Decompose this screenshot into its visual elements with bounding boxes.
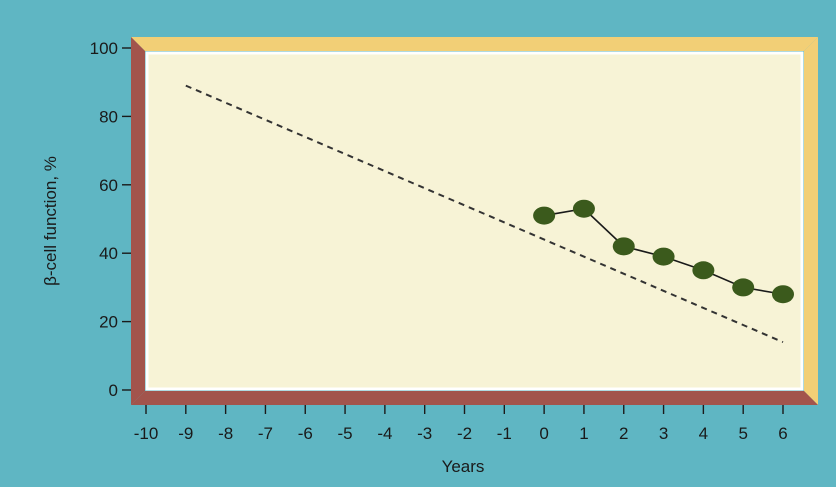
- x-tick-label: -1: [497, 424, 512, 443]
- data-point-marker: [572, 199, 595, 218]
- data-point-marker: [652, 247, 675, 266]
- y-tick-label: 100: [90, 39, 118, 58]
- frame-top-bevel: [131, 37, 818, 51]
- x-tick-label: -9: [178, 424, 193, 443]
- x-tick-label: 2: [619, 424, 628, 443]
- x-tick-label: -4: [377, 424, 392, 443]
- y-tick-label: 40: [99, 244, 118, 263]
- y-axis-title: β-cell function, %: [41, 156, 60, 286]
- y-axis: 0 20 40 60 80 100: [90, 39, 131, 400]
- x-tick-label: -3: [417, 424, 432, 443]
- x-axis: -10 -9 -8 -7 -6 -5 -4 -3 -2 -1 0 1 2 3 4 5 6: [134, 405, 788, 443]
- data-point-marker: [612, 237, 635, 256]
- y-tick-label: 80: [99, 107, 118, 126]
- x-tick-label: -6: [298, 424, 313, 443]
- data-point-marker: [533, 206, 556, 225]
- y-tick-label: 60: [99, 176, 118, 195]
- frame-bottom-bevel: [131, 391, 818, 405]
- series-line-dashed: [185, 84, 784, 344]
- series-layer: [185, 84, 794, 344]
- x-tick-label: 1: [579, 424, 588, 443]
- x-tick-label: 0: [539, 424, 548, 443]
- frame-right-bevel: [804, 37, 818, 405]
- x-tick-label: -2: [457, 424, 472, 443]
- frame-left-bevel: [131, 37, 145, 405]
- x-tick-label: 3: [659, 424, 668, 443]
- x-tick-label: -5: [338, 424, 353, 443]
- data-point-marker: [772, 285, 794, 304]
- plot-frame: [131, 37, 818, 405]
- x-tick-label: -10: [134, 424, 159, 443]
- x-tick-label: 5: [738, 424, 747, 443]
- plot-area: [145, 51, 804, 391]
- x-tick-label: -8: [218, 424, 233, 443]
- data-point-marker: [692, 261, 715, 280]
- x-tick-label: 4: [699, 424, 708, 443]
- x-tick-label: -7: [258, 424, 273, 443]
- y-tick-label: 0: [109, 381, 118, 400]
- x-axis-title: Years: [442, 457, 485, 476]
- y-tick-label: 20: [99, 313, 118, 332]
- data-point-marker: [732, 278, 755, 297]
- x-tick-label: 6: [778, 424, 787, 443]
